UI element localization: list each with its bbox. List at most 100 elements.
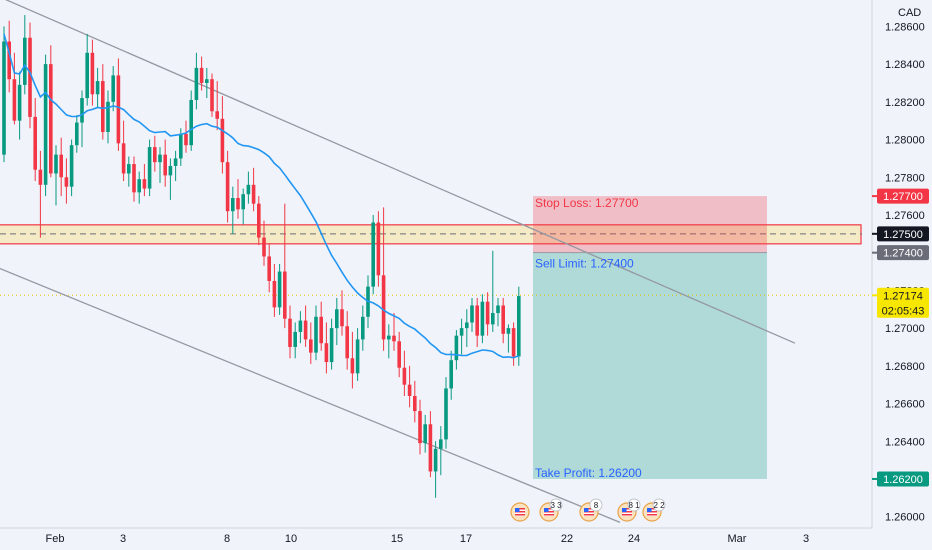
candle-body[interactable]: [444, 388, 448, 440]
candle-body[interactable]: [319, 316, 323, 344]
candle-body[interactable]: [194, 67, 199, 100]
candle-body[interactable]: [54, 154, 58, 174]
candle-body[interactable]: [49, 64, 53, 174]
candle-body[interactable]: [38, 169, 43, 185]
candle-body[interactable]: [163, 154, 167, 176]
candle-body[interactable]: [459, 328, 464, 336]
candle-body[interactable]: [423, 424, 427, 444]
candle-body[interactable]: [272, 280, 277, 308]
candle-body[interactable]: [496, 305, 500, 314]
candle-body[interactable]: [75, 122, 79, 146]
candle-body[interactable]: [465, 322, 469, 329]
candle-body[interactable]: [179, 133, 183, 159]
candle-body[interactable]: [324, 343, 329, 363]
event-marker[interactable]: 3 3: [539, 498, 563, 522]
candle-body[interactable]: [314, 316, 318, 353]
candle-body[interactable]: [106, 101, 110, 132]
candle-body[interactable]: [335, 309, 339, 329]
candle-body[interactable]: [267, 256, 271, 281]
candle-body[interactable]: [501, 305, 505, 334]
candle-body[interactable]: [345, 326, 349, 359]
candle-body[interactable]: [361, 316, 365, 340]
candle-body[interactable]: [355, 339, 360, 374]
candle-body[interactable]: [340, 309, 344, 327]
candle-body[interactable]: [439, 439, 443, 449]
candle-body[interactable]: [283, 271, 287, 319]
candle-body[interactable]: [298, 320, 303, 332]
candle-body[interactable]: [309, 339, 313, 353]
event-marker[interactable]: 8: [579, 498, 603, 522]
candle-body[interactable]: [43, 64, 48, 185]
candle-body[interactable]: [220, 118, 225, 163]
candle-body[interactable]: [236, 198, 240, 210]
candle-body[interactable]: [454, 335, 459, 361]
candle-body[interactable]: [142, 179, 147, 189]
candle-body[interactable]: [95, 81, 100, 95]
candle-body[interactable]: [215, 111, 219, 119]
candle-body[interactable]: [85, 52, 89, 99]
candle-body[interactable]: [480, 301, 485, 336]
candle-body[interactable]: [205, 79, 209, 83]
candle-body[interactable]: [277, 271, 282, 308]
candle-body[interactable]: [127, 164, 131, 174]
candle-body[interactable]: [511, 328, 516, 357]
candle-body[interactable]: [116, 75, 121, 144]
candle-body[interactable]: [147, 147, 152, 189]
candle-body[interactable]: [485, 301, 490, 325]
candle-body[interactable]: [199, 67, 204, 83]
candle-body[interactable]: [397, 341, 401, 368]
candle-body[interactable]: [17, 84, 22, 121]
candle-body[interactable]: [392, 335, 396, 342]
candle-body[interactable]: [69, 145, 74, 187]
candle-body[interactable]: [59, 154, 63, 178]
candle-body[interactable]: [303, 320, 308, 340]
candle-body[interactable]: [262, 237, 266, 257]
candle-body[interactable]: [210, 79, 214, 112]
candle-body[interactable]: [418, 411, 422, 444]
candle-body[interactable]: [449, 360, 453, 389]
candle-body[interactable]: [293, 331, 297, 347]
candle-body[interactable]: [251, 184, 256, 204]
candle-body[interactable]: [7, 41, 11, 80]
candle-body[interactable]: [168, 165, 173, 176]
candle-body[interactable]: [231, 198, 235, 212]
candle-body[interactable]: [28, 37, 32, 117]
candle-body[interactable]: [111, 75, 115, 102]
candle-body[interactable]: [173, 158, 178, 166]
candle-body[interactable]: [137, 179, 141, 193]
candle-body[interactable]: [402, 367, 407, 385]
candle-body[interactable]: [23, 37, 27, 85]
take-profit-zone[interactable]: [533, 252, 767, 479]
candle-body[interactable]: [350, 358, 355, 374]
candle-body[interactable]: [257, 203, 261, 238]
plot-area[interactable]: [0, 0, 872, 528]
candle-body[interactable]: [2, 41, 6, 155]
candle-body[interactable]: [132, 164, 136, 193]
candle-body[interactable]: [381, 275, 386, 340]
channel-upper-line[interactable]: [0, 0, 796, 344]
candle-body[interactable]: [428, 424, 433, 472]
candle-body[interactable]: [241, 194, 245, 210]
candle-body[interactable]: [246, 184, 251, 195]
candle-body[interactable]: [506, 328, 511, 334]
candle-body[interactable]: [64, 177, 69, 187]
candle-body[interactable]: [121, 143, 126, 174]
event-marker[interactable]: 2 2: [642, 498, 666, 522]
candle-body[interactable]: [12, 79, 17, 121]
candle-body[interactable]: [371, 222, 375, 287]
candle-body[interactable]: [90, 52, 95, 95]
event-marker[interactable]: [510, 502, 530, 522]
candle-body[interactable]: [475, 305, 479, 336]
candle-body[interactable]: [33, 116, 37, 170]
candle-body[interactable]: [413, 396, 417, 412]
candle-body[interactable]: [517, 296, 521, 357]
candle-body[interactable]: [470, 305, 474, 323]
candle-body[interactable]: [158, 154, 162, 163]
candle-body[interactable]: [376, 222, 381, 276]
candle-body[interactable]: [80, 98, 84, 123]
candle-body[interactable]: [225, 162, 230, 212]
candle-body[interactable]: [329, 328, 334, 363]
candle-body[interactable]: [491, 313, 495, 325]
candle-body[interactable]: [153, 147, 157, 163]
